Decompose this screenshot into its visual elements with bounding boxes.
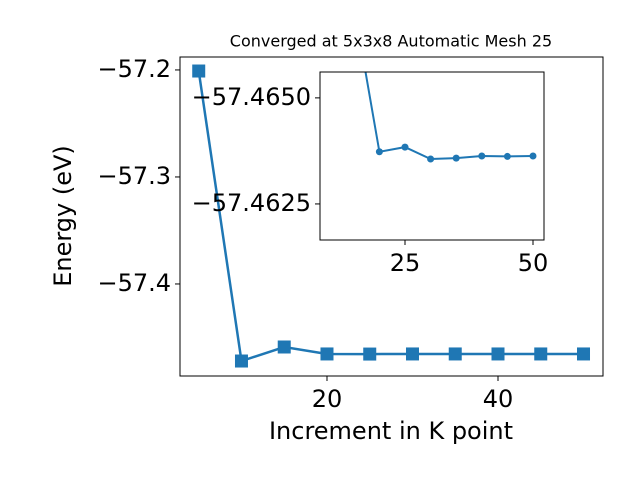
- marker: [363, 347, 377, 361]
- marker: [503, 152, 511, 160]
- marker: [401, 143, 409, 151]
- marker: [375, 148, 383, 156]
- marker: [320, 347, 334, 361]
- marker: [452, 154, 460, 162]
- series-line: [364, 72, 534, 160]
- x-tick-label: 20: [312, 385, 343, 413]
- x-tick-label: 40: [483, 385, 514, 413]
- marker: [234, 354, 248, 368]
- y-tick-label: −57.2: [97, 55, 171, 83]
- marker: [577, 347, 591, 361]
- marker: [192, 64, 206, 78]
- marker: [529, 152, 537, 160]
- marker: [277, 340, 291, 354]
- plot-frame: [179, 56, 604, 377]
- marker: [491, 347, 505, 361]
- y-tick-label: −57.4650: [192, 83, 311, 111]
- series-line: [197, 70, 584, 363]
- y-tick-label: −57.3: [97, 162, 171, 190]
- x-axis-label: Increment in K point: [269, 417, 513, 445]
- marker: [427, 155, 435, 163]
- x-tick-label: 25: [390, 249, 421, 277]
- x-tick-label: 50: [518, 249, 549, 277]
- y-tick-label: −57.4625: [192, 189, 311, 217]
- y-axis-label: Energy (eV): [49, 145, 77, 287]
- marker: [448, 347, 462, 361]
- marker: [534, 347, 548, 361]
- marker: [478, 152, 486, 160]
- plot-frame: [319, 71, 545, 241]
- y-tick-label: −57.4: [97, 269, 171, 297]
- plot-series: [350, 1, 537, 163]
- marker: [350, 1, 357, 8]
- plot-series: [192, 64, 591, 368]
- chart-title: Converged at 5x3x8 Automatic Mesh 25: [230, 32, 552, 51]
- marker: [405, 347, 419, 361]
